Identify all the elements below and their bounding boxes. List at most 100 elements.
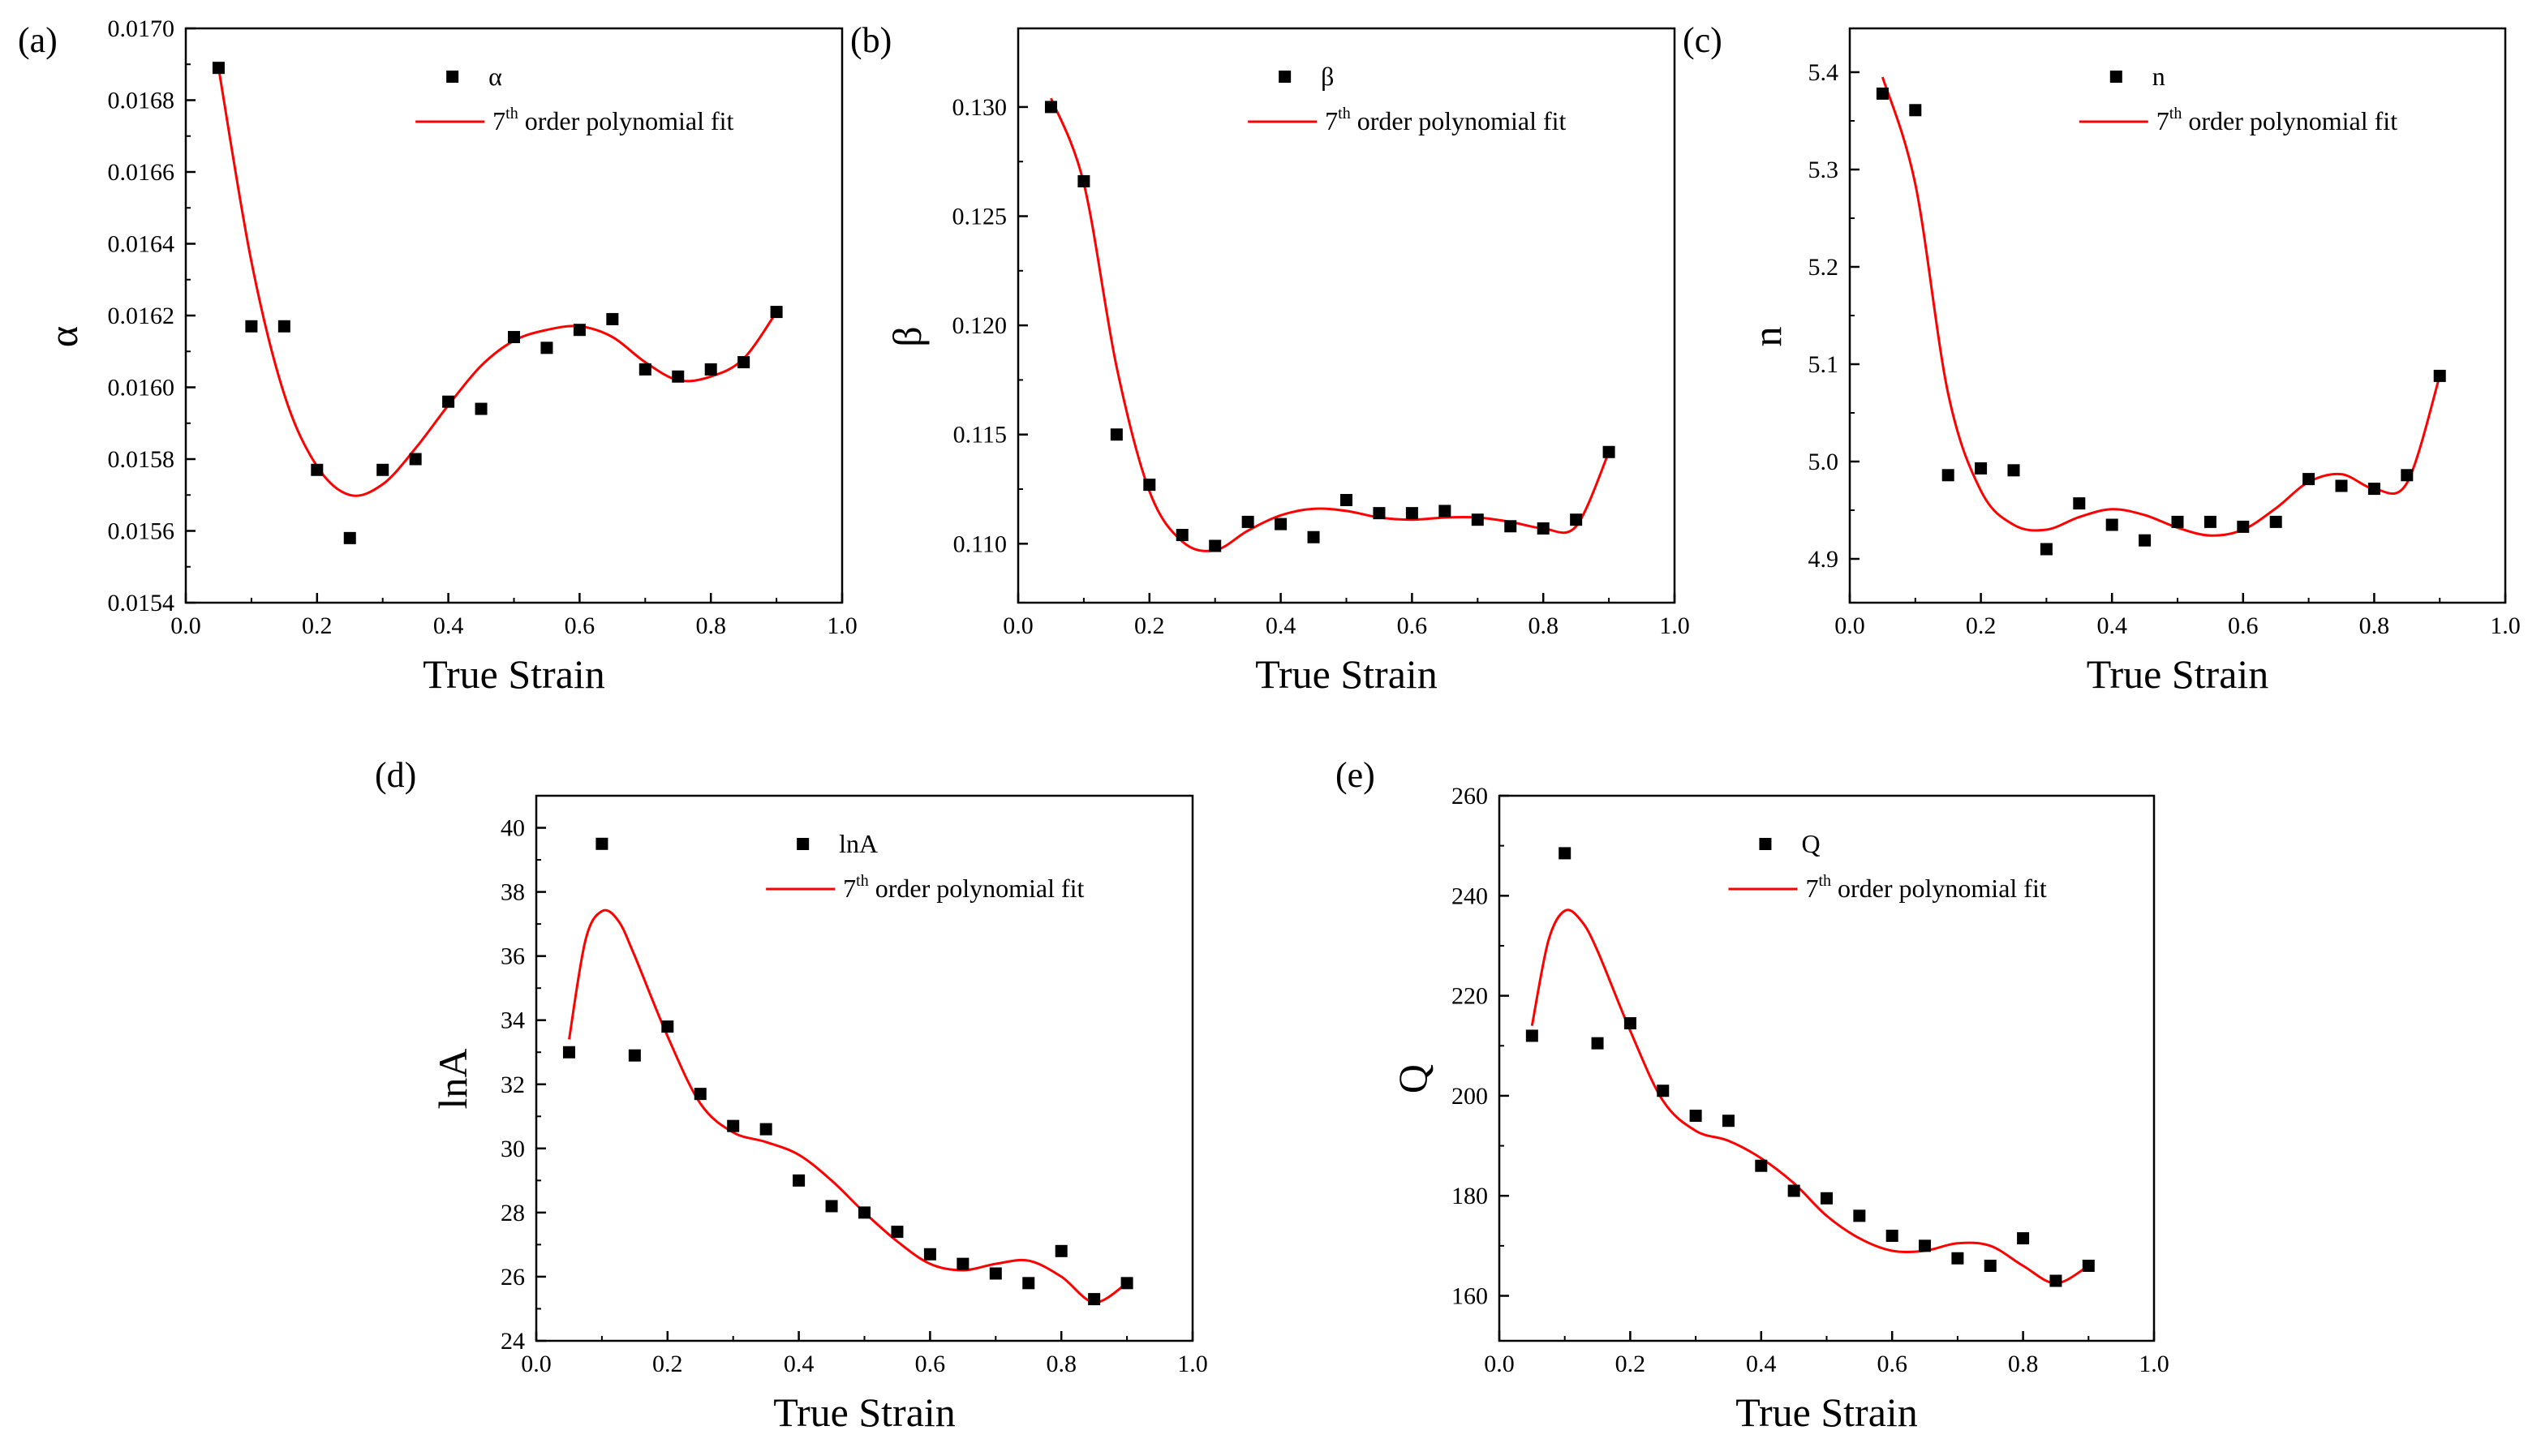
data-point — [1438, 505, 1451, 518]
data-point — [1176, 529, 1189, 542]
x-tick-label: 0.6 — [2228, 612, 2259, 639]
x-axis-title: True Strain — [1255, 651, 1438, 697]
x-tick-label: 0.2 — [302, 612, 333, 639]
legend-marker — [446, 71, 459, 83]
y-tick-label: 38 — [501, 879, 525, 906]
y-tick-label: 0.0154 — [108, 590, 175, 616]
y-tick-label: 30 — [501, 1136, 525, 1162]
legend-fit-sup: th — [1818, 872, 1831, 890]
data-point — [1143, 479, 1156, 492]
x-tick-label: 1.0 — [827, 612, 858, 639]
y-tick-label: 0.0166 — [108, 159, 175, 186]
data-point — [540, 341, 553, 354]
y-tick-label: 5.2 — [1808, 254, 1839, 281]
legend-scatter-label: lnA — [839, 829, 878, 858]
legend-marker — [797, 838, 810, 850]
data-point — [442, 395, 455, 408]
legend-fit-prefix: 7 — [1325, 106, 1338, 135]
y-axis-title: Q — [1390, 1064, 1435, 1093]
data-point — [1110, 428, 1123, 441]
data-point — [1504, 520, 1517, 533]
data-point — [277, 320, 290, 333]
x-tick-label: 0.8 — [1046, 1351, 1077, 1377]
legend-fit-suffix: order polynomial fit — [869, 874, 1085, 903]
data-point — [1044, 101, 1057, 114]
data-point — [376, 463, 389, 476]
x-tick-label: 0.8 — [2008, 1351, 2039, 1377]
data-point — [1853, 1209, 1866, 1222]
y-tick-label: 5.0 — [1808, 449, 1839, 475]
data-point — [1055, 1244, 1068, 1257]
data-point — [1951, 1252, 1964, 1265]
data-point — [2203, 515, 2216, 528]
fit-curve — [1530, 908, 2090, 1285]
data-point — [212, 62, 225, 75]
x-tick-label: 1.0 — [1177, 1351, 1208, 1377]
y-tick-label: 0.125 — [952, 204, 1008, 230]
x-tick-label: 0.8 — [1528, 612, 1559, 639]
data-point — [2433, 369, 2446, 382]
data-point — [1120, 1277, 1133, 1290]
data-point — [1623, 1017, 1636, 1030]
chart-panel-e: 0.0 0.2 0.4 0.6 0.8 1.0 160 180 200 220 240 260 True… — [1335, 755, 2169, 1435]
data-point — [1821, 1192, 1833, 1205]
x-tick-label: 0.4 — [1266, 612, 1296, 639]
x-tick-label: 0.0 — [1834, 612, 1865, 639]
x-tick-label: 1.0 — [2139, 1351, 2169, 1377]
y-tick-label: 240 — [1451, 883, 1488, 909]
data-point — [2335, 479, 2348, 492]
legend-fit-label: 7th order polynomial fit — [2156, 105, 2397, 135]
legend-fit-suffix: order polynomial fit — [2182, 106, 2397, 135]
data-point — [704, 363, 717, 376]
x-tick-label: 0.6 — [915, 1351, 946, 1377]
data-point — [1602, 445, 1615, 458]
data-point — [1209, 539, 1222, 552]
chart-panel-b: 0.0 0.2 0.4 0.6 0.8 1.0 0.110 0.115 0.120 0.125 0.… — [850, 20, 1690, 697]
data-point — [1876, 87, 1889, 100]
fit-curve — [1050, 97, 1610, 552]
data-point — [245, 320, 258, 333]
data-point — [793, 1174, 806, 1187]
data-point — [989, 1267, 1002, 1280]
legend-fit-label: 7th order polynomial fit — [843, 872, 1084, 903]
data-point — [1984, 1260, 1997, 1273]
legend-marker — [1759, 838, 1772, 850]
legend-fit-sup: th — [505, 105, 518, 122]
data-point — [957, 1257, 970, 1270]
legend-fit-prefix: 7 — [2156, 106, 2169, 135]
data-point — [475, 402, 488, 415]
data-point — [595, 837, 608, 850]
y-tick-label: 0.130 — [952, 94, 1008, 121]
data-point — [672, 370, 685, 383]
data-point — [1077, 174, 1090, 187]
data-point — [1088, 1293, 1101, 1306]
y-tick-label: 0.0170 — [108, 15, 175, 42]
y-tick-label: 0.0162 — [108, 303, 175, 329]
data-point — [311, 463, 324, 476]
legend-marker — [1279, 71, 1292, 83]
legend-fit-prefix: 7 — [843, 874, 856, 903]
data-point — [1941, 469, 1954, 482]
fit-curve — [568, 908, 1128, 1304]
data-point — [1405, 507, 1418, 520]
legend-fit-suffix: order polynomial fit — [518, 106, 734, 135]
y-tick-label: 220 — [1451, 983, 1488, 1010]
x-tick-label: 0.0 — [170, 612, 201, 639]
data-point — [1975, 462, 1988, 475]
legend-fit-label: 7th order polynomial fit — [492, 105, 733, 135]
data-point — [1755, 1159, 1768, 1172]
data-point — [1525, 1029, 1538, 1042]
data-point — [2105, 518, 2118, 531]
x-tick-label: 0.6 — [565, 612, 595, 639]
x-tick-label: 0.4 — [2096, 612, 2127, 639]
data-point — [1022, 1277, 1035, 1290]
data-point — [606, 312, 619, 325]
data-point — [661, 1020, 674, 1033]
x-axis-title: True Strain — [2087, 651, 2269, 697]
data-point — [825, 1200, 838, 1213]
y-tick-label: 0.0164 — [108, 231, 175, 258]
x-tick-label: 0.2 — [652, 1351, 683, 1377]
y-axis-title: α — [41, 326, 86, 347]
panel-label: (b) — [850, 20, 892, 60]
legend-scatter-label: β — [1321, 62, 1334, 91]
